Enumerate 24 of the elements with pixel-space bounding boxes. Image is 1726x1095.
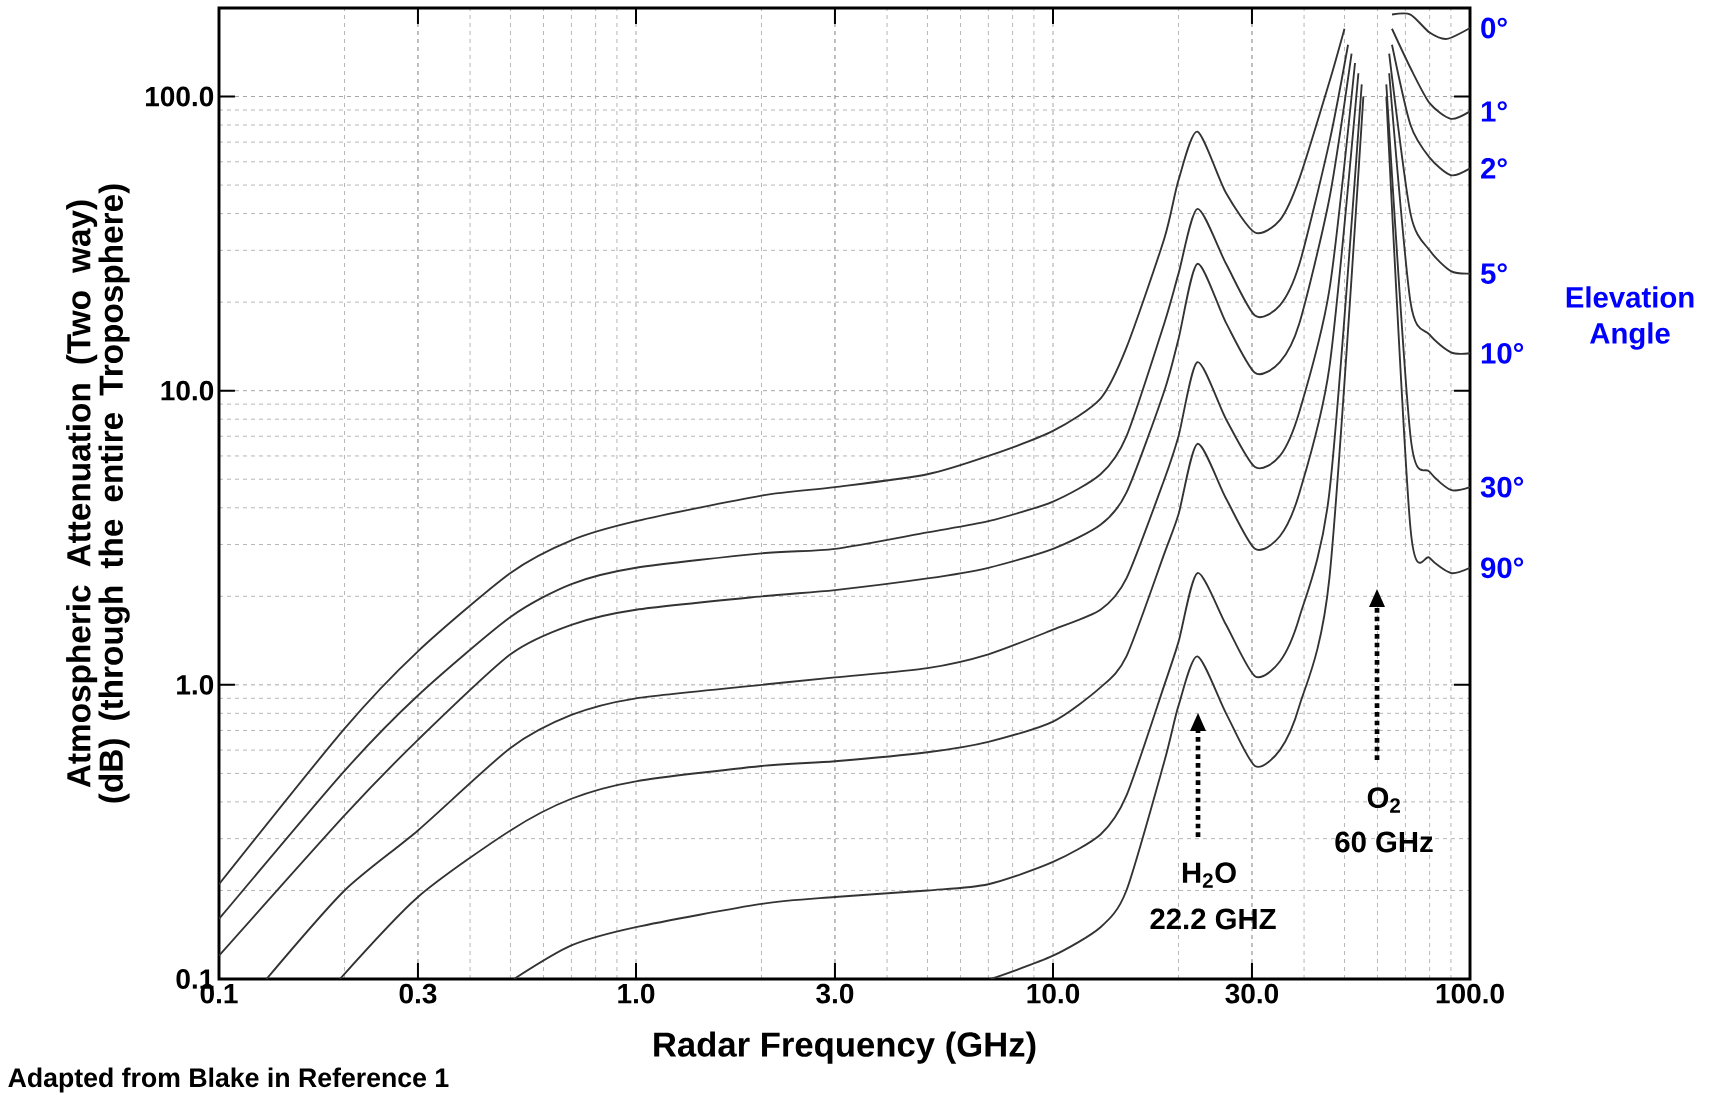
series-label: 10°	[1481, 342, 1524, 364]
x-tick-label: 10.0	[1027, 983, 1080, 1004]
x-tick-label: 0.3	[399, 983, 437, 1004]
y-tick-label: 1.0	[177, 674, 214, 695]
series-label: 5°	[1480, 263, 1507, 284]
series-label: 0°	[1481, 17, 1507, 39]
y-axis-title: Atmospheric Attenuation (Two way) (dB) (through the entire Troposphere)	[66, 184, 130, 803]
x-tick-label: 100.0	[1436, 983, 1504, 1004]
y-tick-label: 10.0	[161, 380, 214, 401]
annotation: 22.2 GHZ	[1150, 908, 1276, 930]
annotation: H$_{2}$O	[1182, 862, 1236, 888]
y-tick-label: 100.0	[145, 86, 214, 107]
series-label: 1°	[1481, 101, 1507, 122]
text: Adapted from Blake in Reference 1	[8, 1067, 449, 1093]
series-label: 30°	[1480, 476, 1524, 498]
x-tick-label: 3.0	[816, 983, 854, 1004]
x-axis-title: Radar Frequency (GHz)	[654, 1031, 1036, 1064]
x-tick-label: 30.0	[1225, 983, 1279, 1004]
x-tick-label: 1.0	[618, 983, 655, 1004]
annotation: O$_{2}$	[1367, 787, 1400, 813]
series-label: 2°	[1481, 158, 1507, 179]
legend-title: Elevation Angle	[1566, 286, 1694, 350]
annotation: 60 GHz	[1335, 831, 1433, 853]
series-label: 90°	[1481, 557, 1524, 579]
